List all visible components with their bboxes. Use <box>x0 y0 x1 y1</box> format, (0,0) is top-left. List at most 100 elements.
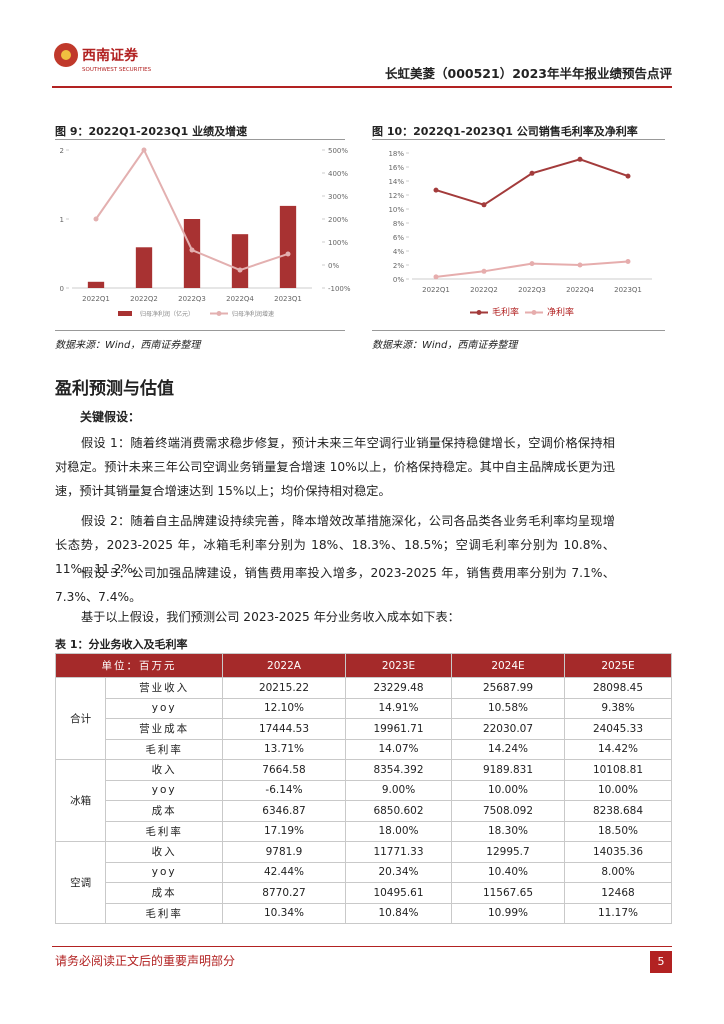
table-cell: 19961.71 <box>345 718 452 740</box>
table-row: 营业成本 17444.53 19961.71 22030.07 24045.33 <box>56 718 672 740</box>
table-cell: 12995.7 <box>451 841 565 863</box>
y-tick-label: 0% <box>328 262 339 270</box>
table-row: yoy 12.10% 14.91% 10.58% 9.38% <box>56 697 672 719</box>
table-row: 合计 营业收入 20215.22 23229.48 25687.99 28098.45 <box>54 677 672 760</box>
table-cell: 8.00% <box>564 861 672 883</box>
source-rule <box>372 330 665 331</box>
table-row-label: 收入 <box>105 841 223 863</box>
table-header-cell: 2022A <box>222 653 346 678</box>
table-cell: 7508.092 <box>451 800 565 822</box>
table-row: yoy 42.44% 20.34% 10.40% 8.00% <box>56 861 672 883</box>
line-marker <box>577 156 583 162</box>
footer-rule <box>52 946 672 947</box>
table-header-cell: 2024E <box>451 653 565 678</box>
table-cell: 14.07% <box>345 738 452 760</box>
y-tick-label: 18% <box>388 150 404 158</box>
table-row-label: 毛利率 <box>105 902 223 924</box>
table-row: 毛利率 10.34% 10.84% 10.99% 11.17% <box>56 902 672 924</box>
line-marker <box>433 187 439 193</box>
table-header-row: 单位：百万元 2022A 2023E 2024E 2025E <box>55 653 672 678</box>
table-cell: 42.44% <box>222 861 346 883</box>
table-cell: 18.30% <box>451 820 565 842</box>
y-tick-label: 14% <box>388 178 404 186</box>
table-cell: 14035.36 <box>564 841 672 863</box>
logo: 西南证券 SOUTHWEST SECURITIES <box>54 43 152 73</box>
line-marker <box>141 147 147 153</box>
table-row: yoy -6.14% 9.00% 10.00% 10.00% <box>56 779 672 801</box>
bar <box>279 205 297 288</box>
table-cell: 20.34% <box>345 861 452 883</box>
y-tick-label: 200% <box>328 216 348 224</box>
figure-caption: 图 10：2022Q1-2023Q1 公司销售毛利率及净利率 <box>372 125 638 138</box>
table-cell: 11.17% <box>564 902 672 924</box>
table-cell: 10.84% <box>345 902 452 924</box>
legend-swatch <box>118 311 132 316</box>
table-cell: 28098.45 <box>564 677 672 699</box>
table-row-label: 毛利率 <box>105 738 223 760</box>
table-cell: 10108.81 <box>564 759 672 781</box>
table-row-label: yoy <box>105 861 223 883</box>
line-marker <box>577 262 583 268</box>
table-cell: 9.00% <box>345 779 452 801</box>
table-row: 成本 6346.87 6850.602 7508.092 8238.684 <box>56 800 672 822</box>
y-tick-label: 10% <box>388 206 404 214</box>
table-cell: 20215.22 <box>222 677 346 699</box>
line-marker <box>529 261 535 267</box>
table-cell: 22030.07 <box>451 718 565 740</box>
line-marker <box>285 251 291 257</box>
figure-source: 数据来源：Wind，西南证券整理 <box>372 340 518 351</box>
legend-label: 毛利率 <box>492 306 519 318</box>
table-row: 毛利率 17.19% 18.00% 18.30% 18.50% <box>56 820 672 842</box>
x-tick-label: 2022Q3 <box>178 295 206 303</box>
table-cell: 11771.33 <box>345 841 452 863</box>
header-rule <box>52 86 672 88</box>
table-row-label: 营业成本 <box>105 718 223 740</box>
x-tick-label: 2022Q4 <box>226 295 254 303</box>
table-row-label: 收入 <box>105 759 223 781</box>
table-group-cell: 冰箱 <box>54 759 107 842</box>
line-marker <box>625 259 631 264</box>
x-tick-label: 2022Q1 <box>422 286 450 294</box>
table-cell: 14.42% <box>564 738 672 760</box>
section-heading: 盈利预测与估值 <box>55 379 174 399</box>
table-cell: 11567.65 <box>451 882 565 904</box>
table-row-label: 成本 <box>105 800 223 822</box>
table-cell: 10.99% <box>451 902 565 924</box>
table-cell: 17.19% <box>222 820 346 842</box>
line-marker <box>433 274 439 280</box>
y-tick-label: 100% <box>328 239 348 247</box>
table-row: 空调 收入 9781.9 11771.33 12995.7 14035.36 <box>54 841 672 924</box>
charts: 0 1 2 -100% 0% 100% 200% 300% 400% 500% 2022Q1 2022… <box>60 147 652 318</box>
bar <box>183 219 201 288</box>
y-tick-label: 16% <box>388 164 404 172</box>
table-cell: 10495.61 <box>345 882 452 904</box>
table-cell: 9189.831 <box>451 759 565 781</box>
table-cell: 10.58% <box>451 697 565 719</box>
line-marker <box>189 247 195 253</box>
table-cell: 8238.684 <box>564 800 672 822</box>
bar <box>135 247 153 288</box>
table-cell: 10.00% <box>564 779 672 801</box>
y-tick-label: 4% <box>393 248 404 256</box>
table-cell: 8770.27 <box>222 882 346 904</box>
logo-mark-center <box>61 50 71 60</box>
line-marker <box>529 170 535 176</box>
legend-marker <box>476 310 482 315</box>
caption-rule <box>55 139 345 140</box>
paragraph: 假设 2：随着自主品牌建设持续完善，降本增效改革措施深化，公司各品类各业务毛利率… <box>55 514 615 576</box>
line-marker <box>481 268 487 274</box>
caption-rule <box>372 139 665 140</box>
x-tick-label: 2023Q1 <box>614 286 642 294</box>
table-row-label: 成本 <box>105 882 223 904</box>
figure-caption: 图 9：2022Q1-2023Q1 业绩及增速 <box>55 125 248 138</box>
table-row-label: 毛利率 <box>105 820 223 842</box>
table-header-cell: 2025E <box>564 653 672 678</box>
table-cell: 18.00% <box>345 820 452 842</box>
y-tick-label: -100% <box>328 285 351 293</box>
table-cell: 12.10% <box>222 697 346 719</box>
line-marker <box>481 202 487 208</box>
y-tick-label: 6% <box>393 234 404 242</box>
table-header-cell: 单位：百万元 <box>55 653 223 678</box>
table-row-label: yoy <box>105 779 223 801</box>
table-row: 成本 8770.27 10495.61 11567.65 12468 <box>56 882 672 904</box>
